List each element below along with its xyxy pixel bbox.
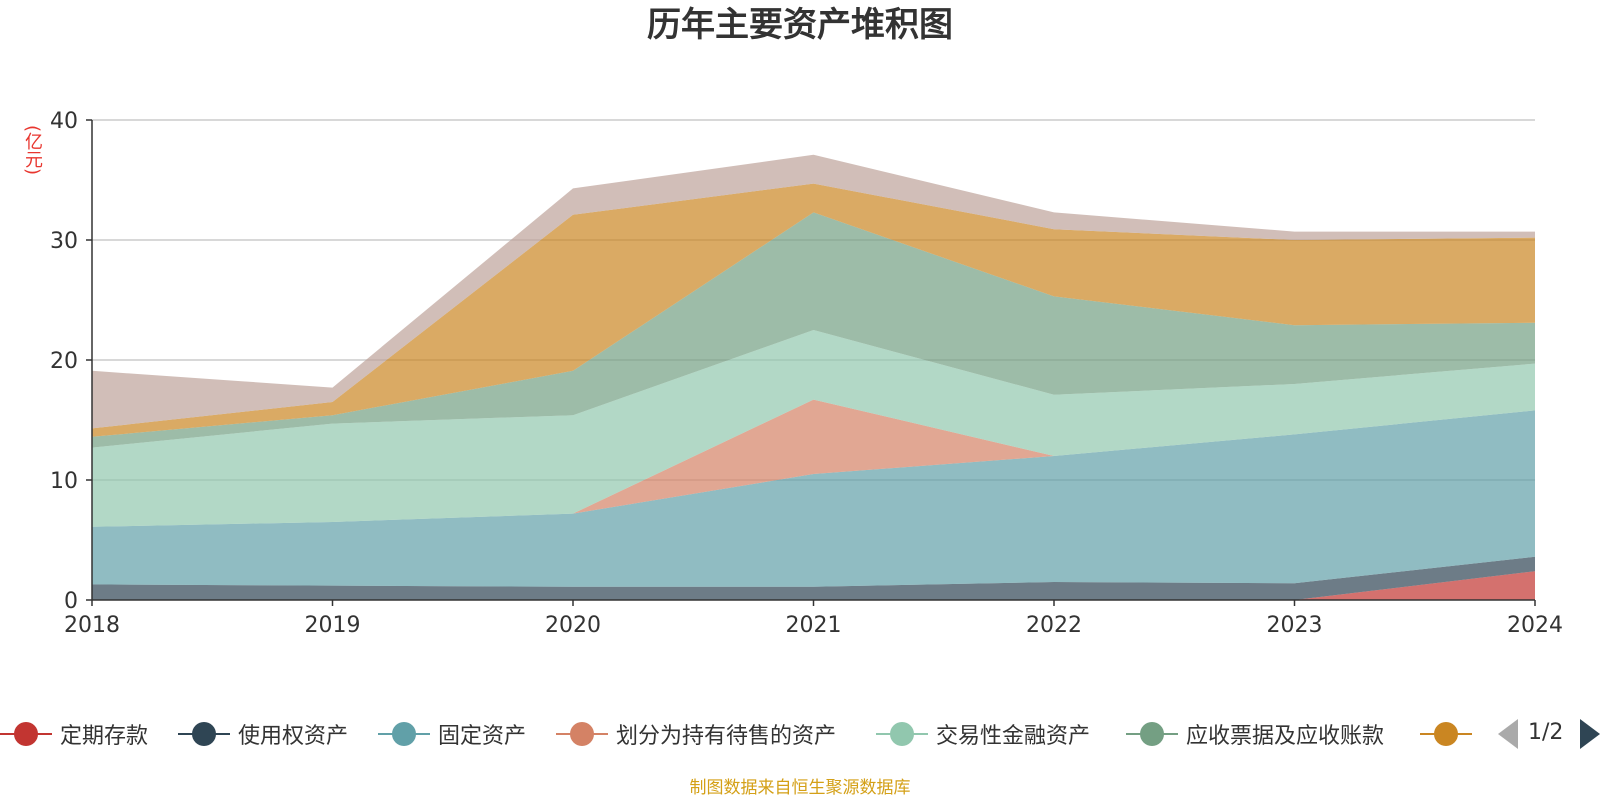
y-tick-label: 10 — [50, 469, 78, 494]
area-series-8[interactable] — [92, 154, 1535, 429]
chart-title: 历年主要资产堆积图 — [647, 5, 953, 45]
legend-symbol-notes-and-accounts-receivable — [1126, 712, 1178, 756]
area-series-4[interactable] — [92, 399, 1535, 527]
legend-label-trading-financial-assets: 交易性金融资产 — [936, 724, 1091, 749]
axes: 0 10 20 30 40 2018 2019 2020 2021 2022 2023 2024 — [50, 109, 1563, 638]
legend-item-trading-financial-assets[interactable]: 交易性金融资产 — [876, 712, 1090, 756]
y-tick-label: 30 — [50, 229, 78, 254]
data-source-note: 制图数据来自恒生聚源数据库 — [689, 778, 911, 798]
x-tick-label: 2021 — [786, 613, 842, 638]
legend-dot-time-deposits — [14, 722, 38, 746]
legend-symbol-time-deposits — [0, 712, 52, 756]
legend-label-notes-and-accounts-receivable: 应收票据及应收账款 — [1186, 724, 1385, 749]
x-tick-label: 2020 — [545, 613, 601, 638]
legend-item-series-7[interactable] — [1420, 712, 1472, 756]
legend-symbol-fixed-assets — [378, 712, 430, 756]
area-series-6[interactable] — [92, 212, 1535, 448]
legend-page-indicator: 1/2 — [1528, 720, 1564, 745]
x-tick-label: 2022 — [1026, 613, 1082, 638]
legend-symbol-trading-financial-assets — [876, 712, 928, 756]
area-series-2[interactable] — [92, 556, 1535, 600]
legend-item-time-deposits[interactable]: 定期存款 — [0, 712, 148, 756]
legend-symbol-held-for-sale-assets — [556, 712, 608, 756]
x-tick-label: 2024 — [1507, 613, 1563, 638]
legend-symbol-right-of-use-assets — [178, 712, 230, 756]
y-axis-unit-label: (亿元) — [22, 124, 43, 176]
y-tick-label: 40 — [50, 109, 78, 134]
legend-item-held-for-sale-assets[interactable]: 划分为持有待售的资产 — [556, 712, 836, 756]
area-series-3[interactable] — [92, 410, 1535, 587]
area-series-1[interactable] — [92, 571, 1535, 600]
legend-dot-held-for-sale-assets — [570, 722, 594, 746]
legend-label-time-deposits: 定期存款 — [60, 724, 149, 749]
legend-symbol-series-7 — [1420, 712, 1472, 756]
legend-prev-page-icon[interactable] — [1498, 719, 1518, 749]
y-tick-label: 20 — [50, 349, 78, 374]
legend-dot-series-7 — [1434, 722, 1458, 746]
x-tick-label: 2018 — [64, 613, 120, 638]
legend-item-right-of-use-assets[interactable]: 使用权资产 — [178, 712, 348, 756]
legend-dot-right-of-use-assets — [192, 722, 216, 746]
x-tick-label: 2019 — [305, 613, 361, 638]
legend-label-fixed-assets: 固定资产 — [438, 724, 527, 749]
x-tick-label: 2023 — [1267, 613, 1323, 638]
legend: 定期存款 使用权资产 固定资产 划分为持有待售的资产 — [0, 712, 1600, 756]
stacked-areas — [92, 154, 1535, 600]
y-tick-label: 0 — [64, 589, 78, 614]
legend-item-notes-and-accounts-receivable[interactable]: 应收票据及应收账款 — [1126, 712, 1384, 756]
legend-dot-notes-and-accounts-receivable — [1140, 722, 1164, 746]
legend-dot-fixed-assets — [392, 722, 416, 746]
legend-item-fixed-assets[interactable]: 固定资产 — [378, 712, 526, 756]
legend-dot-trading-financial-assets — [890, 722, 914, 746]
legend-next-page-icon[interactable] — [1580, 719, 1600, 749]
area-series-5[interactable] — [92, 330, 1535, 527]
chart-plot: 0 10 20 30 40 2018 2019 2020 2021 2022 2023 2024 — [50, 109, 1563, 638]
legend-label-held-for-sale-assets: 划分为持有待售的资产 — [616, 724, 837, 749]
legend-label-right-of-use-assets: 使用权资产 — [238, 724, 349, 749]
area-series-7[interactable] — [92, 183, 1535, 437]
